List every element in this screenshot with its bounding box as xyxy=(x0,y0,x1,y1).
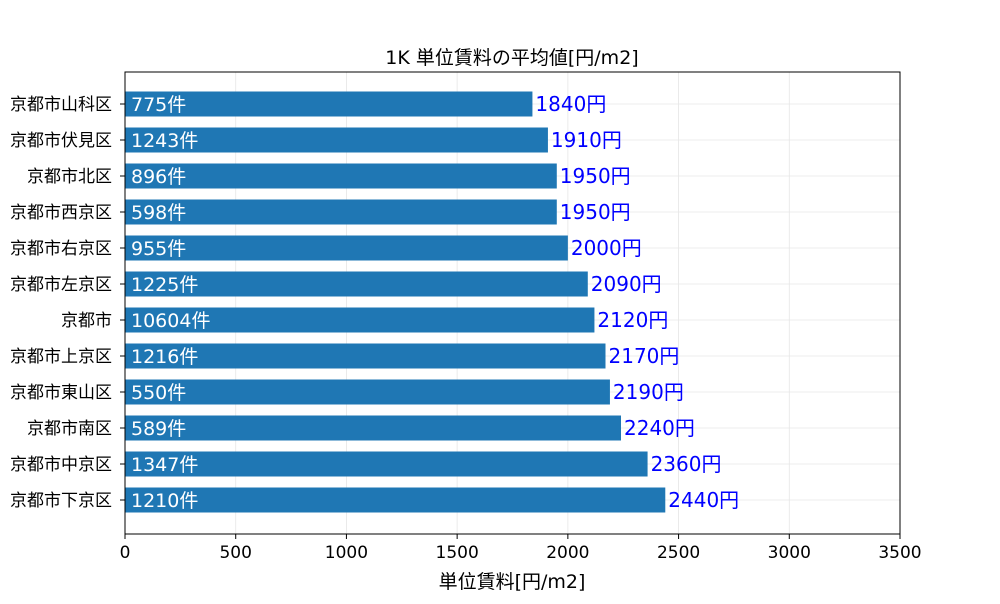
bar xyxy=(125,379,610,405)
y-tick-label: 京都市上京区 xyxy=(10,347,112,367)
bar-count-label: 1216件 xyxy=(131,346,198,368)
y-tick-label: 京都市南区 xyxy=(27,419,112,439)
x-tick-label: 500 xyxy=(219,543,251,563)
x-axis-label: 単位賃料[円/m2] xyxy=(439,571,586,593)
bar-count-label: 955件 xyxy=(131,238,186,260)
bar-value-label: 1910円 xyxy=(551,128,622,152)
y-axis: 京都市下京区京都市中京区京都市南区京都市東山区京都市上京区京都市京都市左京区京都… xyxy=(10,95,125,511)
plot-frame xyxy=(124,71,901,535)
x-axis: 0 500 1000 1500 2000 2500 3000 3500 xyxy=(120,534,922,563)
bar-value-label: 2440円 xyxy=(668,488,739,512)
bar-count-label: 1243件 xyxy=(131,130,198,152)
x-tick-label: 2500 xyxy=(657,543,700,563)
y-tick-label: 京都市西京区 xyxy=(10,203,112,223)
y-tick-label: 京都市東山区 xyxy=(10,383,112,403)
bar xyxy=(125,307,595,333)
x-tick-label: 3000 xyxy=(768,543,811,563)
x-tick-label: 0 xyxy=(120,543,131,563)
y-tick-label: 京都市下京区 xyxy=(10,491,112,511)
bar-value-label: 2240円 xyxy=(624,416,695,440)
bar-value-label: 2170円 xyxy=(609,344,680,368)
bar-value-label: 1950円 xyxy=(560,164,631,188)
bar xyxy=(125,127,548,153)
bar-count-label: 1347件 xyxy=(131,454,198,476)
y-tick-label: 京都市 xyxy=(61,311,112,331)
y-tick-label: 京都市山科区 xyxy=(10,95,112,115)
bar-count-label: 1225件 xyxy=(131,274,198,296)
bar-count-label: 10604件 xyxy=(131,310,210,332)
bar xyxy=(125,271,588,297)
bar-count-label: 775件 xyxy=(131,94,186,116)
bar-count-label: 1210件 xyxy=(131,490,198,512)
y-tick-label: 京都市左京区 xyxy=(10,275,112,295)
y-tick-label: 京都市中京区 xyxy=(10,455,112,475)
bar-value-label: 2000円 xyxy=(571,236,642,260)
x-tick-label: 1000 xyxy=(325,543,368,563)
y-tick-label: 京都市右京区 xyxy=(10,239,112,259)
bar-count-label: 550件 xyxy=(131,382,186,404)
chart-title: 1K 単位賃料の平均値[円/m2] xyxy=(385,47,638,69)
bar xyxy=(125,235,568,261)
bar-value-label: 2190円 xyxy=(613,380,684,404)
bar xyxy=(125,163,557,189)
bar xyxy=(125,343,606,369)
x-tick-label: 3500 xyxy=(878,543,921,563)
bar-value-label: 1950円 xyxy=(560,200,631,224)
bars: 1210件 2440円 1347件 2360円 589件 2240円 550件 2190円 12… xyxy=(125,91,739,513)
bar-count-label: 598件 xyxy=(131,202,186,224)
bar xyxy=(125,415,621,441)
bar-value-label: 2090円 xyxy=(591,272,662,296)
bar-value-label: 1840円 xyxy=(535,92,606,116)
x-tick-label: 2000 xyxy=(546,543,589,563)
y-tick-label: 京都市伏見区 xyxy=(10,131,112,151)
x-tick-label: 1500 xyxy=(436,543,479,563)
bar-value-label: 2120円 xyxy=(597,308,668,332)
bar xyxy=(125,91,533,117)
bar-value-label: 2360円 xyxy=(651,452,722,476)
bar xyxy=(125,199,557,225)
bar xyxy=(125,487,666,513)
bar-count-label: 589件 xyxy=(131,418,186,440)
y-tick-label: 京都市北区 xyxy=(27,167,112,187)
bar-count-label: 896件 xyxy=(131,166,186,188)
bar xyxy=(125,451,648,477)
